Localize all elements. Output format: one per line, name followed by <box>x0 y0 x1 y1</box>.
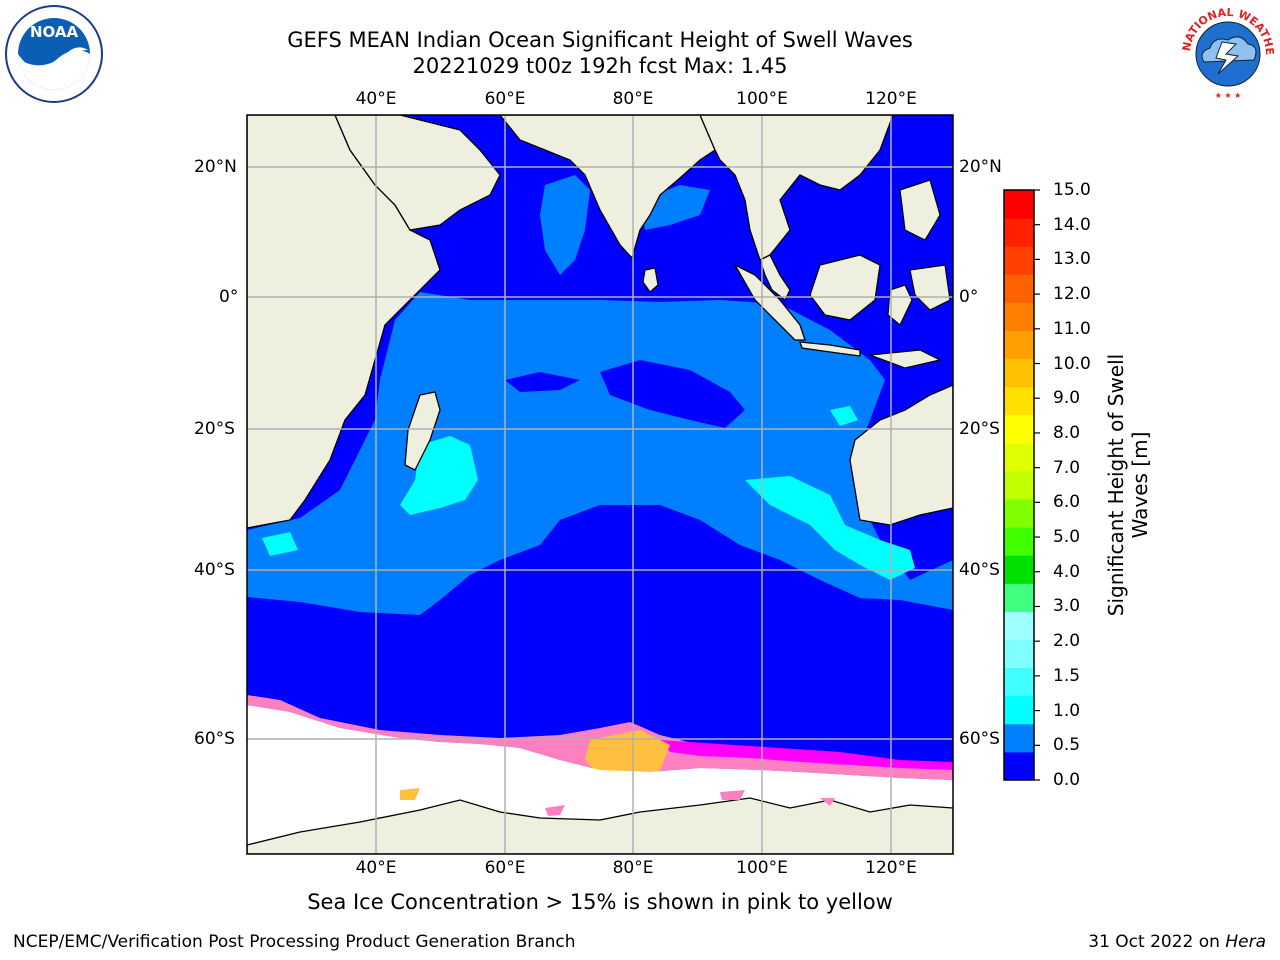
india-land <box>499 115 716 260</box>
colorbar-segment <box>1004 723 1034 753</box>
colorbar-tick-label: 11.0 <box>1053 318 1091 339</box>
colorbar-segment <box>1004 611 1034 641</box>
nws-logo: NATIONAL WEATHER SERVICE ★ ★ ★ <box>1178 4 1276 101</box>
lon-label-top: 80°E <box>612 89 654 109</box>
colorbar-segment <box>1004 358 1034 388</box>
colorbar-segment <box>1004 639 1034 669</box>
colorbar-segment <box>1004 555 1034 584</box>
colorbar-tick-label: 8.0 <box>1053 422 1081 443</box>
sea-ice-footnote: Sea Ice Concentration > 15% is shown in … <box>307 890 893 914</box>
colorbar-tick-label: 13.0 <box>1053 249 1091 270</box>
colorbar-label-line1: Significant Height of Swell <box>1104 353 1128 617</box>
colorbar-segment <box>1004 583 1034 612</box>
colorbar-segment <box>1004 386 1034 416</box>
machine-name: Hera <box>1225 932 1266 952</box>
noaa-logo: NOAA <box>5 5 103 103</box>
colorbar-label-line2: Waves [m] <box>1128 431 1152 539</box>
lon-label-top: 100°E <box>736 89 788 109</box>
lon-label-top: 120°E <box>865 89 917 109</box>
colorbar-segment <box>1004 499 1034 528</box>
colorbar-segment <box>1004 667 1034 697</box>
lat-label-left: 20°N <box>194 157 237 177</box>
lat-label-left: 20°S <box>194 419 235 439</box>
lat-label-right: 20°N <box>959 157 1002 177</box>
colorbar-segment <box>1004 470 1034 500</box>
colorbar-segment <box>1004 190 1034 219</box>
colorbar-segment <box>1004 751 1034 781</box>
colorbar-segment <box>1004 218 1034 247</box>
colorbar-tick-label: 1.0 <box>1053 700 1081 721</box>
lat-label-right: 20°S <box>959 419 1000 439</box>
colorbar-tick-label: 5.0 <box>1053 527 1081 548</box>
colorbar-tick-label: 4.0 <box>1053 561 1081 582</box>
lat-label-left: 60°S <box>194 729 235 749</box>
antarctica-land <box>247 797 953 854</box>
colorbar-tick-label: 0.5 <box>1053 735 1081 756</box>
colorbar-tick-label: 3.0 <box>1053 596 1081 617</box>
colorbar-tick-label: 14.0 <box>1053 214 1091 235</box>
lon-label-bottom: 60°E <box>484 858 526 878</box>
madagascar-land <box>404 391 441 471</box>
australia-land <box>849 384 953 526</box>
chart-title: GEFS MEAN Indian Ocean Significant Heigh… <box>287 28 913 52</box>
colorbar-tick-label: 2.0 <box>1053 631 1081 652</box>
colorbar-segment <box>1004 414 1034 444</box>
colorbar-label: Significant Height of Swell Waves [m] <box>1104 325 1152 645</box>
chart-subtitle: 20221029 t00z 192h fcst Max: 1.45 <box>412 54 788 78</box>
lat-label-right: 0° <box>959 287 979 307</box>
colorbar-segment <box>1004 695 1034 725</box>
colorbar-tick-label: 9.0 <box>1053 388 1081 409</box>
noaa-logo-text: NOAA <box>30 23 79 41</box>
swell-band-05-1 <box>247 292 953 615</box>
lon-label-bottom: 120°E <box>865 858 917 878</box>
colorbar-tick-label: 10.0 <box>1053 353 1091 374</box>
lat-label-left: 40°S <box>194 560 235 580</box>
colorbar-tick-label: 6.0 <box>1053 492 1081 513</box>
credit-line: NCEP/EMC/Verification Post Processing Pr… <box>13 932 576 952</box>
lon-label-top: 40°E <box>355 89 397 109</box>
colorbar-tick-label: 1.5 <box>1053 665 1081 686</box>
lon-label-top: 60°E <box>484 89 526 109</box>
colorbar-segment <box>1004 302 1034 331</box>
colorbar-tick-label: 12.0 <box>1053 284 1091 305</box>
graticule <box>247 115 953 854</box>
lon-label-bottom: 80°E <box>612 858 654 878</box>
lon-label-bottom: 40°E <box>355 858 397 878</box>
lat-label-right: 40°S <box>959 560 1000 580</box>
colorbar-segment <box>1004 274 1034 303</box>
colorbar-tick-label: 0.0 <box>1053 770 1081 790</box>
colorbar-tick-label: 15.0 <box>1053 180 1091 200</box>
svg-text:★ ★ ★: ★ ★ ★ <box>1215 91 1242 100</box>
borneo-land <box>809 254 881 321</box>
colorbar-segment <box>1004 527 1034 556</box>
colorbar-segment <box>1004 246 1034 275</box>
colorbar-segment <box>1004 330 1034 360</box>
lon-label-bottom: 100°E <box>736 858 788 878</box>
colorbar-tick-label: 7.0 <box>1053 457 1081 478</box>
date-line: 31 Oct 2022 on Hera <box>1088 932 1266 952</box>
date-text: 31 Oct 2022 on <box>1088 932 1220 952</box>
lat-label-left: 0° <box>219 287 239 307</box>
colorbar-segment <box>1004 442 1034 472</box>
colorbar <box>1003 189 1040 781</box>
lat-label-right: 60°S <box>959 729 1000 749</box>
